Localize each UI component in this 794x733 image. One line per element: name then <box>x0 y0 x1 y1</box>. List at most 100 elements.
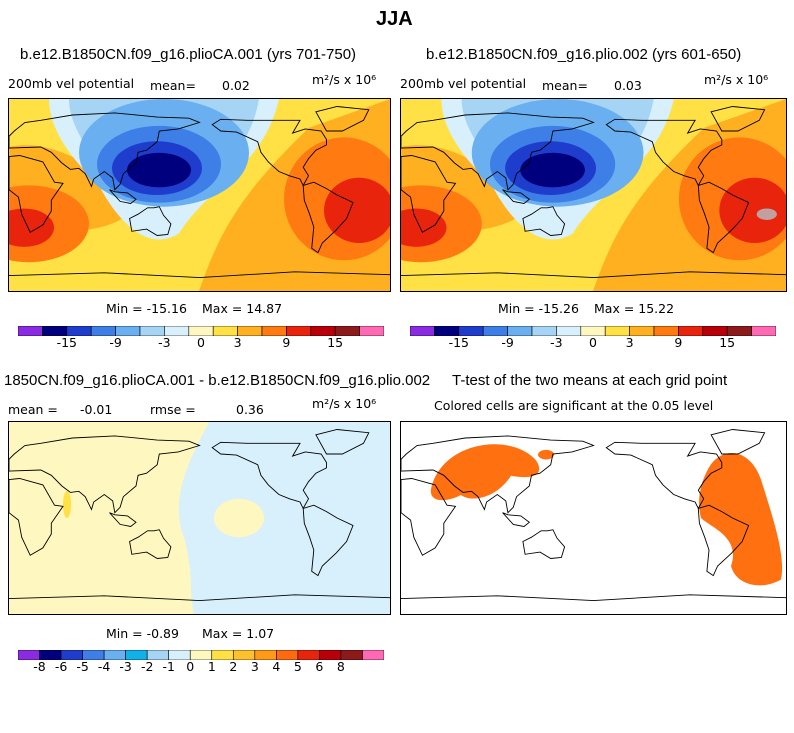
panel4-africa-coast <box>401 478 457 556</box>
panel3-colorbar-tick-5: -2 <box>140 659 154 674</box>
panel3-antarctica-coast <box>9 594 390 602</box>
panel3-colorbar-tick-8: 1 <box>207 659 216 674</box>
panel3-title: 1850CN.f09_g16.plioCA.001 - b.e12.B1850C… <box>4 372 431 389</box>
panel2-colorbar-tick-0: -15 <box>448 335 470 350</box>
panel2-colorbar-tick-4: 3 <box>625 335 634 350</box>
panel1-greenland-coast <box>315 106 370 132</box>
panel2-antarctica-coast <box>401 271 786 279</box>
panel3-colorbar-tick-14: 8 <box>336 659 345 674</box>
panel2-colorbar-tick-3: 0 <box>589 335 597 350</box>
panel4-eurasia-coast <box>401 435 595 514</box>
panel3-colorbar-tick-6: -1 <box>162 659 175 674</box>
panel2-africa-coast <box>401 155 457 233</box>
panel3-rmse-label: rmse = <box>150 402 196 417</box>
panel3-min: Min = -0.89 <box>106 626 179 641</box>
panel3-colorbar-tick-7: 0 <box>186 659 195 674</box>
panel3-map <box>8 421 391 615</box>
panel1-colorbar-tick-4: 3 <box>233 335 242 350</box>
panel1-colorbar-tick-1: -9 <box>109 335 122 350</box>
panel1-map <box>8 98 391 292</box>
panel1-blue-core <box>127 152 191 188</box>
panel1-west-red <box>9 208 54 247</box>
panel2-australia-coast <box>522 206 566 236</box>
panel1-mean-value: 0.02 <box>222 78 250 93</box>
panel4-indonesia-coast <box>502 512 531 527</box>
panel3-colorbar-tick-2: -5 <box>76 659 89 674</box>
panel4-south-america-coast <box>697 504 750 577</box>
panel3-rmse-value: 0.36 <box>236 402 264 417</box>
panel3-colorbar-tick-4: -3 <box>119 659 132 674</box>
panel3-africa-coast <box>9 478 64 556</box>
panel2-colorbar-tick-2: -3 <box>550 335 563 350</box>
panel3-australia-coast <box>129 529 172 559</box>
panel2-blue-core <box>520 152 585 188</box>
panel1-africa-coast <box>9 155 64 233</box>
panel2-mean-value: 0.03 <box>614 78 642 93</box>
panel3-colorbar-tick-11: 4 <box>272 659 281 674</box>
panel1-colorbar-tick-2: -3 <box>158 335 171 350</box>
panel1-colorbar-tick-5: 9 <box>282 335 291 350</box>
panel1-south-america-coast <box>302 181 354 254</box>
panel3-colorbar-tick-13: 6 <box>315 659 324 674</box>
panel2-west-red <box>401 208 447 247</box>
panel1-colorbar-tick-6: 15 <box>327 335 344 350</box>
panel2-indonesia-coast <box>502 189 531 204</box>
panel3-greenland-coast <box>315 429 370 455</box>
panel1-colorbar <box>17 323 385 337</box>
panel4-sig-atlantic <box>699 453 783 586</box>
panel3-colorbar-tick-1: -6 <box>54 659 68 674</box>
panel4-greenland-coast <box>710 429 766 455</box>
panel1-variable: 200mb vel potential <box>8 76 135 91</box>
panel1-title: b.e12.B1850CN.f09_g16.plioCA.001 (yrs 70… <box>20 46 357 63</box>
panel1-min: Min = -15.16 <box>106 301 187 316</box>
panel3-north-america-coast <box>211 441 327 510</box>
panel1-north-america-coast <box>211 118 327 187</box>
panel3-colorbar-tick-3: -4 <box>97 659 111 674</box>
panel1-units: m²/s x 10⁶ <box>312 72 377 87</box>
panel2-south-america-coast <box>697 181 750 254</box>
panel3-positive-region <box>9 422 209 614</box>
panel4-title: T-test of the two means at each grid poi… <box>452 372 728 389</box>
panel3-colorbar-tick-0: -8 <box>33 659 46 674</box>
panel1-indonesia-coast <box>109 189 137 204</box>
panel1-antarctica-coast <box>9 271 390 279</box>
panel3-colorbar <box>17 647 385 661</box>
panel3-pacific-positive <box>214 498 264 538</box>
panel2-north-america-coast <box>605 118 723 187</box>
panel3-colorbar-tick-9: 2 <box>229 659 238 674</box>
panel3-mean-value: -0.01 <box>80 402 113 417</box>
panel1-australia-coast <box>129 206 172 236</box>
panel4-map <box>400 421 787 615</box>
panel3-south-america-coast <box>302 504 354 577</box>
panel4-north-america-coast <box>605 441 723 510</box>
panel3-mean-label: mean = <box>8 402 58 417</box>
panel3-units: m²/s x 10⁶ <box>312 396 377 411</box>
panel3-colorbar-tick-12: 5 <box>293 659 302 674</box>
panel2-min: Min = -15.26 <box>498 301 579 316</box>
panel4-subtitle: Colored cells are significant at the 0.0… <box>434 398 714 413</box>
panel1-mean-label: mean= <box>150 78 196 93</box>
panel2-east-red <box>719 177 786 243</box>
panel3-eurasia-coast <box>9 435 201 514</box>
panel1-colorbar-ticks: -15 -9 -3 0 3 9 15 <box>18 335 384 350</box>
panel3-max: Max = 1.07 <box>202 626 275 641</box>
panel2-map <box>400 98 787 292</box>
page-title: JJA <box>376 8 413 30</box>
panel1-max: Max = 14.87 <box>202 301 283 316</box>
panel2-colorbar-tick-6: 15 <box>719 335 736 350</box>
panel3-max-spot <box>63 491 71 518</box>
panel3-colorbar-tick-10: 3 <box>250 659 259 674</box>
panel2-max: Max = 15.22 <box>594 301 675 316</box>
panel4-sig-siberia <box>538 449 554 460</box>
panel2-colorbar-tick-5: 9 <box>674 335 683 350</box>
panel4-sig-asia <box>430 444 540 501</box>
panel4-australia-coast <box>522 529 566 559</box>
panel1-colorbar-tick-3: 0 <box>197 335 205 350</box>
panel2-greenland-coast <box>710 106 766 132</box>
panel3-colorbar-ticks: -8 -6 -5 -4 -3 -2 -1 0 1 2 3 4 5 6 8 <box>18 659 384 674</box>
panel2-title: b.e12.B1850CN.f09_g16.plio.002 (yrs 601-… <box>426 46 742 63</box>
panel2-eurasia-coast <box>401 112 595 191</box>
panel3-indonesia-coast <box>109 512 137 527</box>
panel2-colorbar-tick-1: -9 <box>501 335 514 350</box>
panel2-mean-label: mean= <box>542 78 588 93</box>
